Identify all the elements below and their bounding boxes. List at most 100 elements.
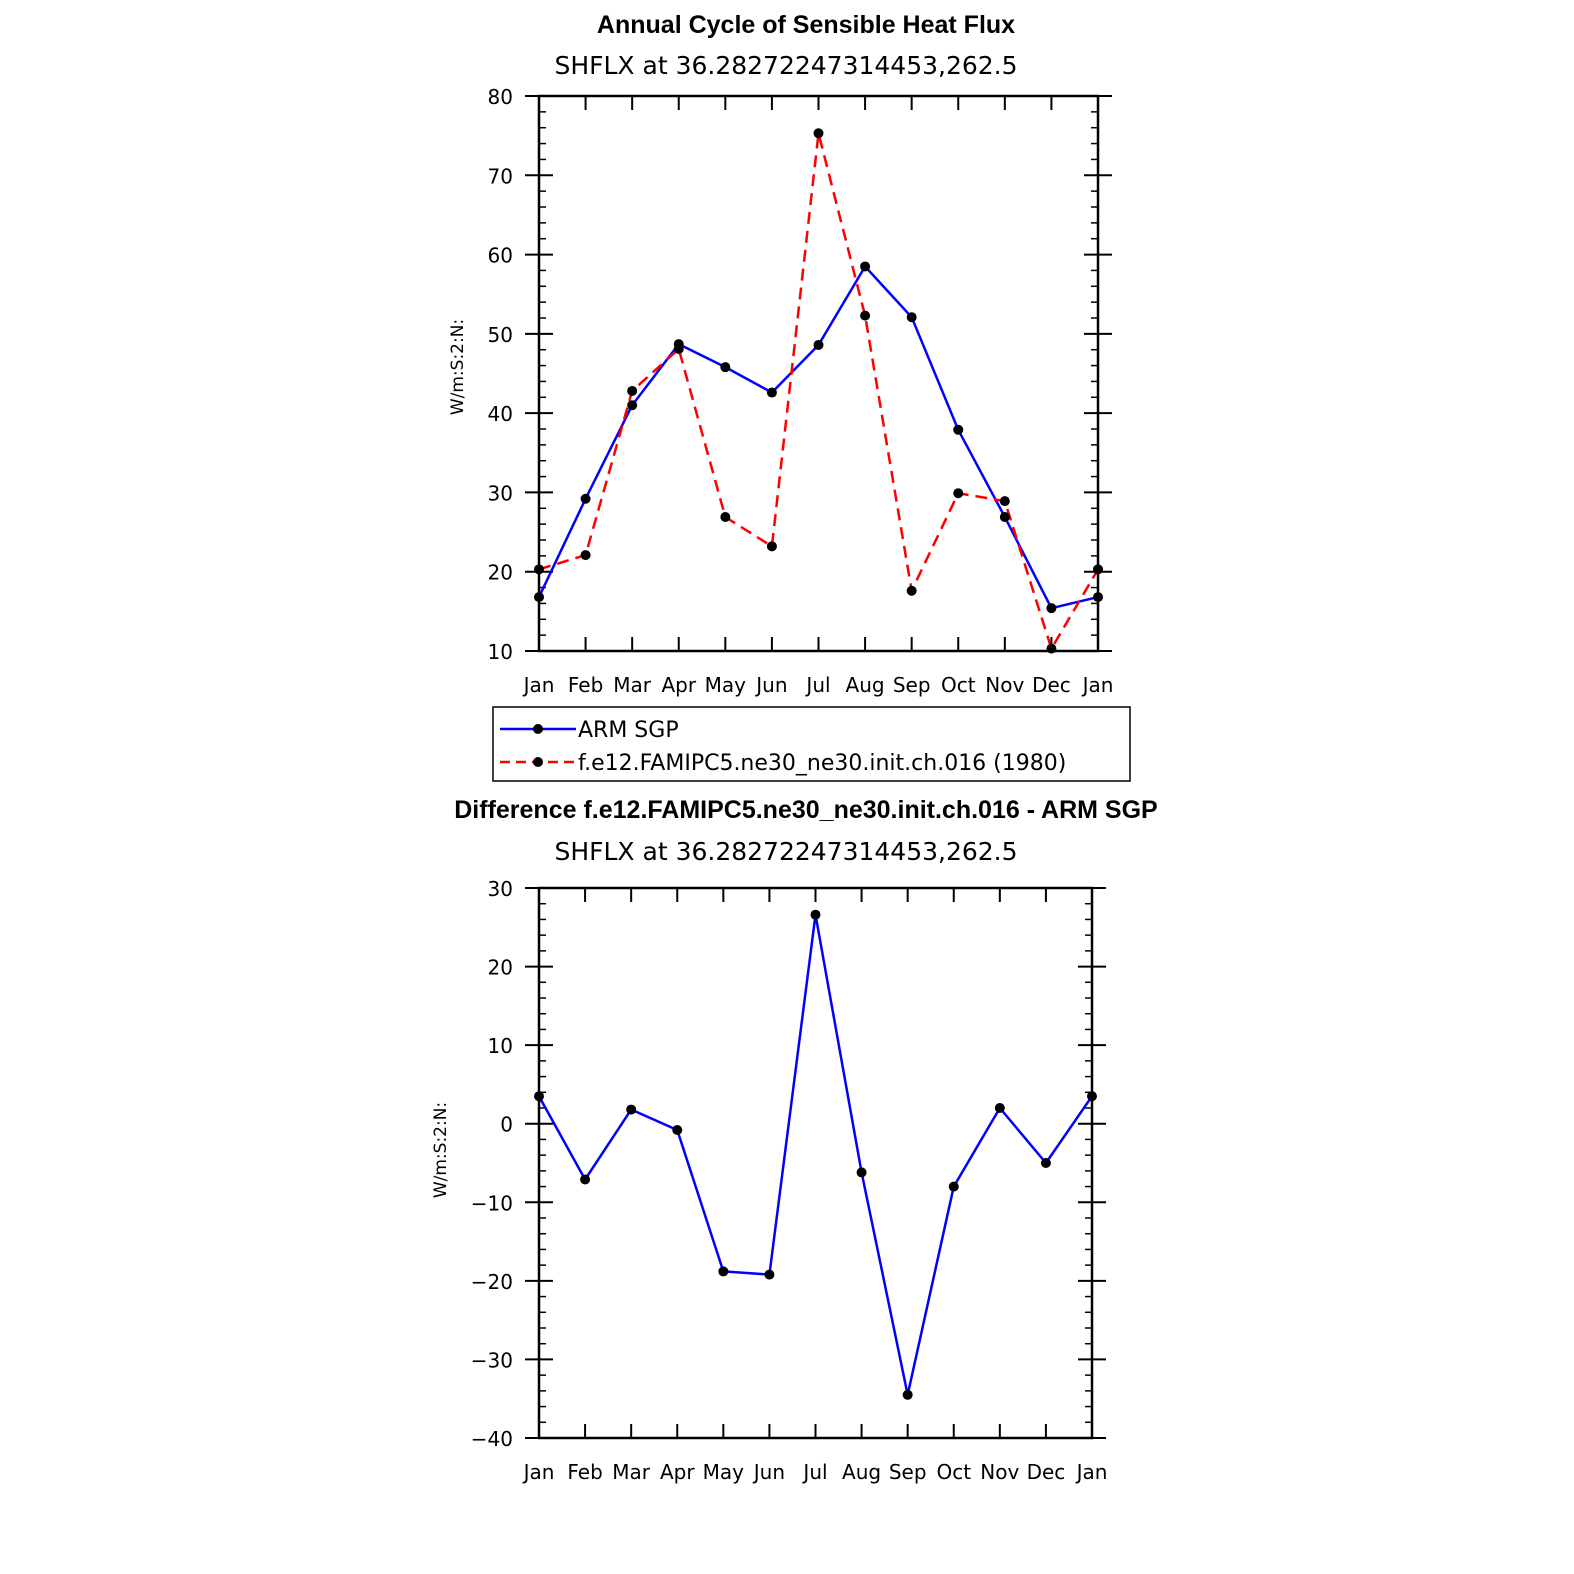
x-tick-label: Sep — [893, 673, 931, 697]
data-point-1-7 — [860, 310, 871, 321]
y-tick-labels: 10 20 30 40 50 60 70 80 — [488, 85, 513, 664]
y-tick-label: 30 — [488, 877, 513, 901]
chart-title: Difference f.e12.FAMIPC5.ne30_ne30.init.… — [454, 796, 1157, 824]
x-tick-label: Apr — [660, 1460, 695, 1484]
series-group — [534, 128, 1103, 654]
y-tick-label: 80 — [488, 85, 513, 109]
chart-title: Annual Cycle of Sensible Heat Flux — [597, 11, 1015, 39]
x-tick-label: Oct — [936, 1460, 971, 1484]
data-point-0-5 — [764, 1269, 775, 1280]
y-tick-label: 10 — [488, 1034, 513, 1058]
x-tick-label: Feb — [568, 673, 603, 697]
data-point-0-3 — [672, 1125, 683, 1135]
data-point-0-8 — [902, 1389, 913, 1400]
axes — [525, 886, 1106, 1440]
data-point-0-2 — [626, 1104, 637, 1115]
annual-cycle-panel: Annual Cycle of Sensible Heat Flux SHFLX… — [448, 11, 1113, 697]
data-point-0-12 — [1087, 1091, 1097, 1102]
x-tick-label: Feb — [567, 1460, 602, 1484]
x-tick-label: Jul — [801, 1460, 827, 1484]
y-tick-label: −40 — [471, 1427, 513, 1451]
x-tick-label: Sep — [889, 1460, 927, 1484]
x-tick-label: Jan — [522, 1460, 555, 1484]
y-tick-label: 30 — [488, 481, 513, 505]
legend-label-model: f.e12.FAMIPC5.ne30_ne30.init.ch.016 (198… — [578, 751, 1066, 776]
x-tick-label: Jun — [754, 673, 787, 697]
data-point-0-9 — [953, 424, 964, 435]
x-tick-label: May — [703, 1460, 745, 1484]
x-tick-label: Jan — [1081, 673, 1114, 697]
y-axis-label: W/m:S:2:N: — [431, 1102, 451, 1198]
y-tick-label: 70 — [488, 164, 513, 188]
x-tick-label: Aug — [846, 673, 885, 697]
chart-subtitle: SHFLX at 36.28272247314453,262.5 — [554, 837, 1017, 866]
data-point-1-0 — [534, 564, 544, 575]
y-tick-label: −30 — [471, 1348, 513, 1372]
data-point-1-10 — [999, 496, 1010, 507]
y-tick-labels: −40 −30 −20 −10 0 10 20 30 — [471, 877, 513, 1451]
series-line-1 — [538, 132, 1100, 650]
axes — [525, 94, 1112, 653]
x-tick-labels: Jan Feb Mar Apr May Jun Jul Aug Sep Oct Nov Dec Jan — [522, 1460, 1108, 1484]
data-point-0-8 — [906, 312, 917, 323]
plot-frame — [537, 886, 1094, 1440]
data-point-0-11 — [1046, 603, 1057, 614]
x-tick-label: Jan — [522, 673, 555, 697]
data-point-0-2 — [627, 400, 638, 411]
data-point-0-9 — [948, 1181, 959, 1192]
data-point-0-12 — [1093, 592, 1103, 603]
data-point-0-1 — [580, 493, 591, 504]
x-tick-label: Nov — [985, 673, 1024, 697]
series-group — [534, 909, 1097, 1400]
data-point-0-5 — [766, 387, 777, 398]
data-point-0-4 — [720, 362, 731, 373]
data-point-0-6 — [810, 909, 821, 920]
y-tick-label: 20 — [488, 561, 513, 585]
data-point-1-5 — [766, 541, 777, 552]
data-point-1-2 — [627, 385, 638, 396]
x-tick-label: Dec — [1027, 1460, 1066, 1484]
data-point-1-12 — [1093, 564, 1103, 575]
x-tick-label: Aug — [842, 1460, 881, 1484]
chart-subtitle: SHFLX at 36.28272247314453,262.5 — [554, 51, 1017, 80]
data-point-1-9 — [953, 488, 964, 499]
legend-label-arm-sgp: ARM SGP — [578, 718, 679, 743]
data-point-0-10 — [999, 512, 1010, 523]
x-tick-labels: Jan Feb Mar Apr May Jun Jul Aug Sep Oct Nov Dec Jan — [522, 673, 1114, 697]
data-point-1-3 — [673, 343, 684, 354]
legend-marker-arm-sgp — [533, 724, 543, 734]
x-tick-label: Dec — [1032, 673, 1071, 697]
x-tick-label: Jun — [752, 1460, 785, 1484]
x-tick-label: May — [705, 673, 747, 697]
y-tick-label: 60 — [488, 244, 513, 268]
data-point-1-1 — [580, 550, 591, 561]
y-tick-label: 0 — [500, 1113, 513, 1137]
y-tick-label: −20 — [471, 1270, 513, 1294]
plot-frame — [537, 94, 1100, 653]
data-point-0-1 — [580, 1174, 591, 1185]
y-tick-label: 40 — [488, 402, 513, 426]
x-tick-label: Apr — [661, 673, 696, 697]
data-point-0-7 — [856, 1167, 867, 1178]
x-tick-label: Nov — [980, 1460, 1019, 1484]
data-point-0-10 — [994, 1103, 1005, 1113]
legend: ARM SGP f.e12.FAMIPC5.ne30_ne30.init.ch.… — [492, 706, 1131, 782]
y-axis-label: W/m:S:2:N: — [448, 319, 468, 415]
difference-panel: Difference f.e12.FAMIPC5.ne30_ne30.init.… — [431, 796, 1158, 1484]
y-tick-label: 20 — [488, 956, 513, 980]
data-point-0-0 — [534, 592, 544, 603]
data-point-0-4 — [718, 1266, 729, 1277]
legend-marker-model — [533, 757, 543, 767]
x-tick-label: Jan — [1075, 1460, 1108, 1484]
y-tick-label: 10 — [488, 640, 513, 664]
y-tick-label: 50 — [488, 323, 513, 347]
data-point-1-11 — [1046, 643, 1057, 654]
y-tick-label: −10 — [471, 1191, 513, 1215]
data-point-0-7 — [860, 261, 871, 272]
data-point-0-6 — [813, 339, 824, 350]
data-point-1-4 — [720, 512, 731, 523]
series-line-0 — [537, 265, 1099, 610]
x-tick-label: Oct — [941, 673, 976, 697]
data-point-0-0 — [534, 1091, 544, 1102]
